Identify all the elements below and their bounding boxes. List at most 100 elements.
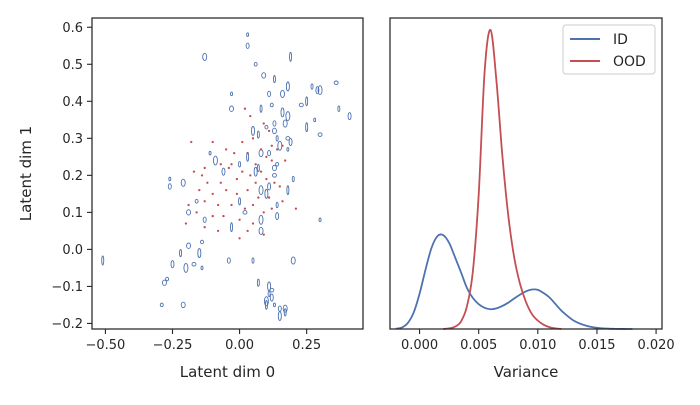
scatter-point-id <box>313 117 317 123</box>
density-x-tick-label: 0.020 <box>637 338 674 353</box>
scatter-point-id <box>161 279 167 286</box>
scatter-point-ood <box>284 159 287 162</box>
scatter-point-id <box>264 124 269 130</box>
scatter-point-ood <box>203 226 206 229</box>
scatter-point-id <box>186 209 192 216</box>
scatter-point-ood <box>211 192 214 196</box>
density-x-tick-label: 0.005 <box>460 338 497 353</box>
density-x-axis-title: Variance <box>494 363 559 381</box>
scatter-point-ood <box>251 137 255 140</box>
scatter-point-ood <box>251 222 255 225</box>
legend: ID OOD <box>562 24 656 75</box>
scatter-point-id <box>212 155 218 166</box>
scatter-point-id <box>290 256 296 265</box>
scatter-y-tick-label: 0.0 <box>62 243 83 258</box>
scatter-points <box>101 32 352 321</box>
density-curves <box>395 29 633 330</box>
scatter-point-id <box>226 257 231 264</box>
scatter-point-ood <box>192 170 196 173</box>
scatter-point-ood <box>254 163 257 166</box>
scatter-point-id <box>280 89 285 98</box>
scatter-point-id <box>258 226 264 235</box>
scatter-y-axis: −0.2 −0.1 0.0 0.1 0.2 0.3 0.4 0.5 0.6 <box>51 21 92 332</box>
scatter-point-ood <box>259 148 263 151</box>
scatter-point-ood <box>216 203 220 207</box>
scatter-point-id <box>168 176 172 182</box>
scatter-point-id <box>200 265 204 271</box>
density-line-id <box>395 233 633 330</box>
scatter-point-id <box>283 308 287 317</box>
scatter-point-id <box>277 305 282 312</box>
scatter-point-ood <box>230 163 233 166</box>
scatter-point-id <box>318 217 322 223</box>
scatter-point-id <box>246 32 250 37</box>
scatter-point-id <box>272 164 277 172</box>
scatter-point-ood <box>203 200 206 203</box>
scatter-point-ood <box>219 163 222 166</box>
scatter-point-id <box>282 119 288 128</box>
scatter-point-ood <box>273 181 276 184</box>
scatter-point-ood <box>206 181 209 184</box>
scatter-point-id <box>317 85 323 96</box>
scatter-point-ood <box>270 144 273 147</box>
scatter-point-id <box>251 257 255 264</box>
scatter-point-id <box>242 210 248 215</box>
scatter-point-ood <box>235 177 239 181</box>
scatter-point-id <box>291 175 295 183</box>
scatter-point-ood <box>211 140 214 144</box>
scatter-point-id <box>267 149 272 157</box>
scatter-point-ood <box>243 207 247 210</box>
scatter-point-ood <box>254 181 257 184</box>
scatter-point-ood <box>184 222 188 225</box>
scatter-point-ood <box>246 229 249 233</box>
density-x-tick-label: 0.000 <box>401 338 438 353</box>
scatter-point-id <box>272 127 277 135</box>
scatter-point-ood <box>219 181 222 184</box>
scatter-point-id <box>191 261 197 267</box>
scatter-point-id <box>305 96 309 107</box>
scatter-point-id <box>230 91 233 97</box>
density-x-tick-label: 0.015 <box>578 338 615 353</box>
scatter-x-axis-title: Latent dim 0 <box>180 363 275 381</box>
scatter-point-ood <box>267 196 271 199</box>
scatter-point-id <box>269 102 274 108</box>
scatter-point-id <box>180 178 186 187</box>
scatter-point-id <box>275 201 279 209</box>
scatter-point-id <box>261 72 267 79</box>
legend-label-ood: OOD <box>613 54 646 70</box>
scatter-point-ood <box>222 214 225 218</box>
scatter-point-id <box>208 150 212 156</box>
scatter-point-ood <box>262 233 265 236</box>
scatter-point-id <box>282 304 288 313</box>
scatter-point-id <box>101 255 105 266</box>
density-plot-frame <box>389 17 663 330</box>
scatter-point-ood <box>270 159 273 162</box>
density-line-ood <box>443 29 562 330</box>
scatter-point-id <box>238 161 242 168</box>
scatter-point-id <box>305 122 309 133</box>
scatter-point-id <box>183 262 189 273</box>
scatter-point-ood <box>281 200 284 203</box>
scatter-point-id <box>264 188 269 199</box>
scatter-point-ood <box>262 122 265 125</box>
scatter-point-ood <box>203 166 206 170</box>
scatter-point-ood <box>249 114 252 118</box>
scatter-point-id <box>245 42 250 49</box>
scatter-point-ood <box>195 211 198 214</box>
scatter-point-id <box>263 296 269 307</box>
scatter-point-ood <box>187 203 190 207</box>
scatter-point-ood <box>198 189 201 192</box>
scatter-point-ood <box>246 151 249 155</box>
scatter-point-ood <box>249 174 252 177</box>
density-plot-panel: 0.000 0.005 0.010 0.015 0.020 Variance ID OO… <box>389 17 675 381</box>
scatter-y-axis-title: Latent dim 1 <box>17 126 35 221</box>
scatter-point-id <box>256 278 260 287</box>
scatter-point-ood <box>225 189 228 192</box>
scatter-point-ood <box>246 189 249 192</box>
scatter-point-ood <box>190 140 193 144</box>
scatter-point-id <box>285 81 290 92</box>
scatter-point-id <box>229 105 234 112</box>
scatter-point-id <box>337 105 341 112</box>
scatter-point-id <box>238 197 242 206</box>
